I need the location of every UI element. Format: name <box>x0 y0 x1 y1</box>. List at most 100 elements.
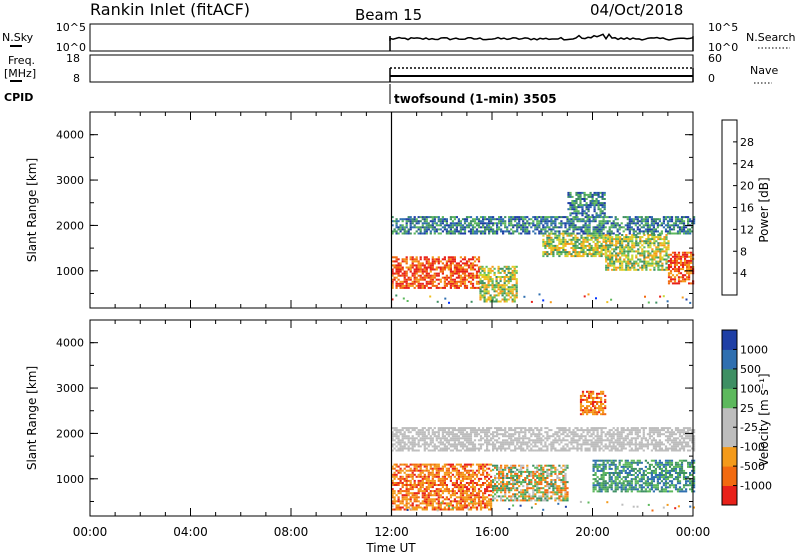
range-cell <box>593 210 596 213</box>
range-cell <box>584 253 587 256</box>
range-cell <box>453 228 456 231</box>
range-cell <box>689 232 692 235</box>
range-cell <box>623 250 626 253</box>
range-cell <box>411 439 414 442</box>
range-cell <box>540 468 543 471</box>
range-cell <box>620 429 623 432</box>
range-cell <box>498 468 501 471</box>
range-cell <box>425 488 428 491</box>
range-cell <box>471 506 475 509</box>
range-cell <box>467 471 471 474</box>
range-cell <box>496 232 499 235</box>
range-cell <box>475 447 479 450</box>
range-cell <box>469 435 473 438</box>
range-cell <box>504 485 507 488</box>
range-cell <box>655 301 658 304</box>
range-cell <box>518 224 521 227</box>
range-cell <box>490 508 493 511</box>
range-cell <box>475 429 479 432</box>
range-cell <box>471 500 475 503</box>
range-cell <box>425 258 428 261</box>
range-cell <box>439 224 442 227</box>
range-cell <box>552 489 555 492</box>
range-cell <box>407 286 410 289</box>
range-cell <box>439 484 442 486</box>
range-cell <box>615 240 618 243</box>
range-cell <box>496 224 499 227</box>
range-cell <box>650 443 653 446</box>
range-cell <box>501 276 504 278</box>
range-cell <box>449 256 452 259</box>
range-cell <box>471 272 475 275</box>
range-cell <box>447 224 450 227</box>
range-cell <box>593 200 596 202</box>
range-cell <box>490 222 493 225</box>
range-cell <box>667 276 671 279</box>
range-cell <box>631 240 634 243</box>
range-cell <box>566 218 569 221</box>
range-cell <box>395 218 398 221</box>
range-cell <box>473 429 477 432</box>
range-cell <box>409 270 412 273</box>
range-cell <box>520 445 523 448</box>
range-cell <box>405 490 408 493</box>
range-cell <box>591 198 594 200</box>
range-cell <box>465 475 469 478</box>
range-cell <box>409 492 412 495</box>
range-cell <box>488 443 491 446</box>
range-cell <box>393 463 396 466</box>
range-cell <box>431 220 434 223</box>
range-cell <box>441 427 444 430</box>
range-cell <box>520 216 523 219</box>
range-cell <box>570 255 573 258</box>
range-cell <box>661 268 664 271</box>
range-cell <box>649 254 652 257</box>
range-cell <box>475 469 479 472</box>
range-cell <box>668 216 672 219</box>
range-cell <box>425 256 428 259</box>
range-cell <box>550 429 553 432</box>
range-cell <box>566 449 569 452</box>
range-cell <box>522 466 525 469</box>
range-cell <box>505 274 508 276</box>
range-cell <box>459 427 462 430</box>
range-cell <box>439 477 442 480</box>
range-cell <box>445 278 448 281</box>
range-cell <box>425 463 428 466</box>
range-cell <box>596 216 599 219</box>
range-cell <box>540 495 543 498</box>
range-cell <box>651 264 654 267</box>
range-cell <box>605 268 608 271</box>
range-cell <box>471 286 475 289</box>
range-cell <box>401 427 404 430</box>
range-cell <box>546 234 549 237</box>
range-cell <box>477 439 481 442</box>
range-cell <box>577 195 580 198</box>
range-cell <box>577 191 580 194</box>
range-cell <box>510 477 513 479</box>
range-cell <box>467 441 471 444</box>
range-cell <box>644 439 647 442</box>
range-cell <box>613 264 616 267</box>
range-cell <box>479 280 482 283</box>
range-cell <box>637 236 640 239</box>
range-cell <box>684 280 687 283</box>
range-cell <box>582 435 585 438</box>
range-cell <box>467 463 471 466</box>
range-cell <box>437 496 440 499</box>
range-cell <box>459 506 462 509</box>
range-cell <box>600 431 603 434</box>
range-cell <box>451 488 454 491</box>
range-cell <box>455 447 458 450</box>
range-cell <box>622 443 625 446</box>
range-cell <box>562 470 565 473</box>
range-cell <box>536 216 539 219</box>
range-cell <box>393 435 396 438</box>
range-cell <box>488 500 491 503</box>
range-cell <box>407 465 410 468</box>
range-cell <box>595 214 598 217</box>
range-cell <box>431 500 434 503</box>
range-cell <box>439 260 442 263</box>
range-cell <box>538 464 541 467</box>
range-cell <box>554 222 557 225</box>
